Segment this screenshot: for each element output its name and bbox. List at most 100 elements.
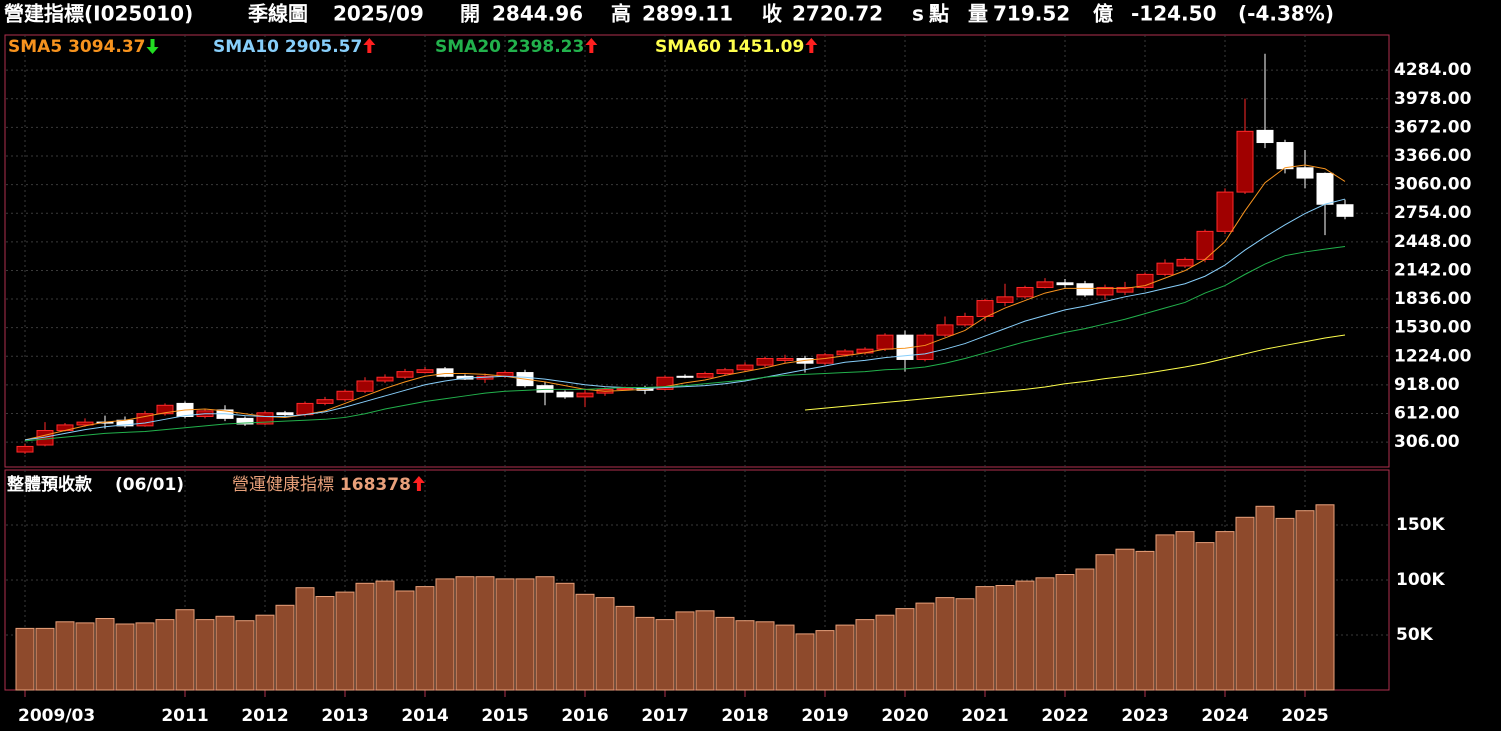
header-change: -124.50 <box>1131 2 1216 26</box>
candle-body <box>696 372 714 378</box>
candle-body <box>616 387 634 390</box>
legend-entry: 營運健康指標 168378 <box>232 475 411 495</box>
bar <box>755 621 775 691</box>
x-tick-label: 2011 <box>161 706 208 726</box>
candle-body <box>956 315 974 326</box>
bar <box>495 578 515 691</box>
candle-body <box>336 390 354 401</box>
bar <box>195 619 215 691</box>
y-tick-label: 3366.00 <box>1394 146 1472 166</box>
y-tick-label: 3060.00 <box>1394 175 1472 195</box>
bar <box>1235 516 1255 691</box>
candle-body <box>1236 130 1254 193</box>
legend-entry: SMA10 2905.57 <box>213 37 362 57</box>
bar <box>335 591 355 691</box>
bar <box>955 598 975 691</box>
candle-body <box>276 412 294 416</box>
candle-body <box>916 334 934 360</box>
candle-body <box>1076 283 1094 296</box>
candle-body <box>1176 258 1194 267</box>
bar <box>635 616 655 691</box>
header: 營建指標(I025010) 季線圖 2025/09 開 2844.96 高 28… <box>4 2 1334 26</box>
header-high-label: 高 <box>611 2 631 26</box>
header-unit: 點 <box>929 2 949 26</box>
x-tick-label: 2014 <box>401 706 448 726</box>
candle-body <box>776 358 794 361</box>
bar <box>1295 510 1315 691</box>
x-tick-label: 2017 <box>641 706 688 726</box>
trend-arrow <box>805 38 818 53</box>
bar <box>575 593 595 691</box>
bar <box>1115 548 1135 691</box>
bar <box>395 590 415 691</box>
candle-body <box>836 350 854 356</box>
header-open-label: 開 <box>460 2 480 26</box>
candle-body <box>236 417 254 425</box>
bar <box>75 622 95 691</box>
bar <box>355 582 375 691</box>
legend-entry: SMA5 3094.37 <box>8 37 146 57</box>
candle-body <box>1296 167 1314 179</box>
header-title: 營建指標(I025010) <box>4 2 193 26</box>
bar <box>615 605 635 691</box>
bar <box>1175 531 1195 691</box>
y-tick-label: 306.00 <box>1394 432 1460 452</box>
bar <box>775 624 795 691</box>
candle-body <box>1196 230 1214 260</box>
x-tick-label: 2012 <box>241 706 288 726</box>
x-tick-label: 2021 <box>961 706 1008 726</box>
candle-body <box>156 404 174 415</box>
candle-body <box>1316 172 1334 205</box>
bar <box>475 576 495 691</box>
legend-value: 3094.37 <box>68 37 145 57</box>
bar <box>975 586 995 691</box>
bar <box>815 630 835 691</box>
bar <box>255 614 275 691</box>
bar <box>375 580 395 691</box>
bar <box>995 585 1015 691</box>
bar <box>1155 534 1175 691</box>
candle-body <box>76 421 94 426</box>
legend-value: 2398.23 <box>507 37 584 57</box>
x-tick-label: 2019 <box>801 706 848 726</box>
bar <box>315 596 335 691</box>
y-tick-label: 2754.00 <box>1394 203 1472 223</box>
sma-line <box>24 245 1346 442</box>
bottom-subtitle: (06/01) <box>115 475 184 495</box>
candle-body <box>436 368 454 377</box>
candle-body <box>1096 286 1114 296</box>
bar <box>15 627 35 691</box>
candle-body <box>996 296 1014 303</box>
legend-value: 1451.09 <box>727 37 804 57</box>
y-tick-label: 150K <box>1396 515 1445 535</box>
bar <box>95 618 115 691</box>
bar <box>655 619 675 691</box>
bar <box>915 602 935 691</box>
candle-body <box>16 445 34 453</box>
candle-body <box>1216 191 1234 232</box>
x-tick-label: 2013 <box>321 706 368 726</box>
y-tick-label: 612.00 <box>1394 404 1460 424</box>
sma-line <box>804 334 1346 411</box>
candle-body <box>1056 282 1074 286</box>
y-tick-label: 3978.00 <box>1394 89 1472 109</box>
bottom-title: 整體預收款 <box>7 474 93 495</box>
bar <box>855 619 875 691</box>
bar <box>35 627 55 691</box>
y-tick-label: 1836.00 <box>1394 289 1472 309</box>
bar <box>135 622 155 691</box>
bar <box>735 620 755 691</box>
candle-body <box>416 369 434 374</box>
trend-arrow <box>146 39 159 54</box>
candle-body <box>1036 281 1054 288</box>
y-tick-label: 1224.00 <box>1394 346 1472 366</box>
candle-body <box>396 371 414 378</box>
header-volume-unit: 億 <box>1093 2 1113 26</box>
bar <box>175 609 195 691</box>
legend-value: 2905.57 <box>285 37 362 57</box>
bar <box>935 597 955 691</box>
y-tick-label: 4284.00 <box>1394 60 1472 80</box>
header-open: 2844.96 <box>492 2 583 26</box>
bar <box>835 624 855 691</box>
